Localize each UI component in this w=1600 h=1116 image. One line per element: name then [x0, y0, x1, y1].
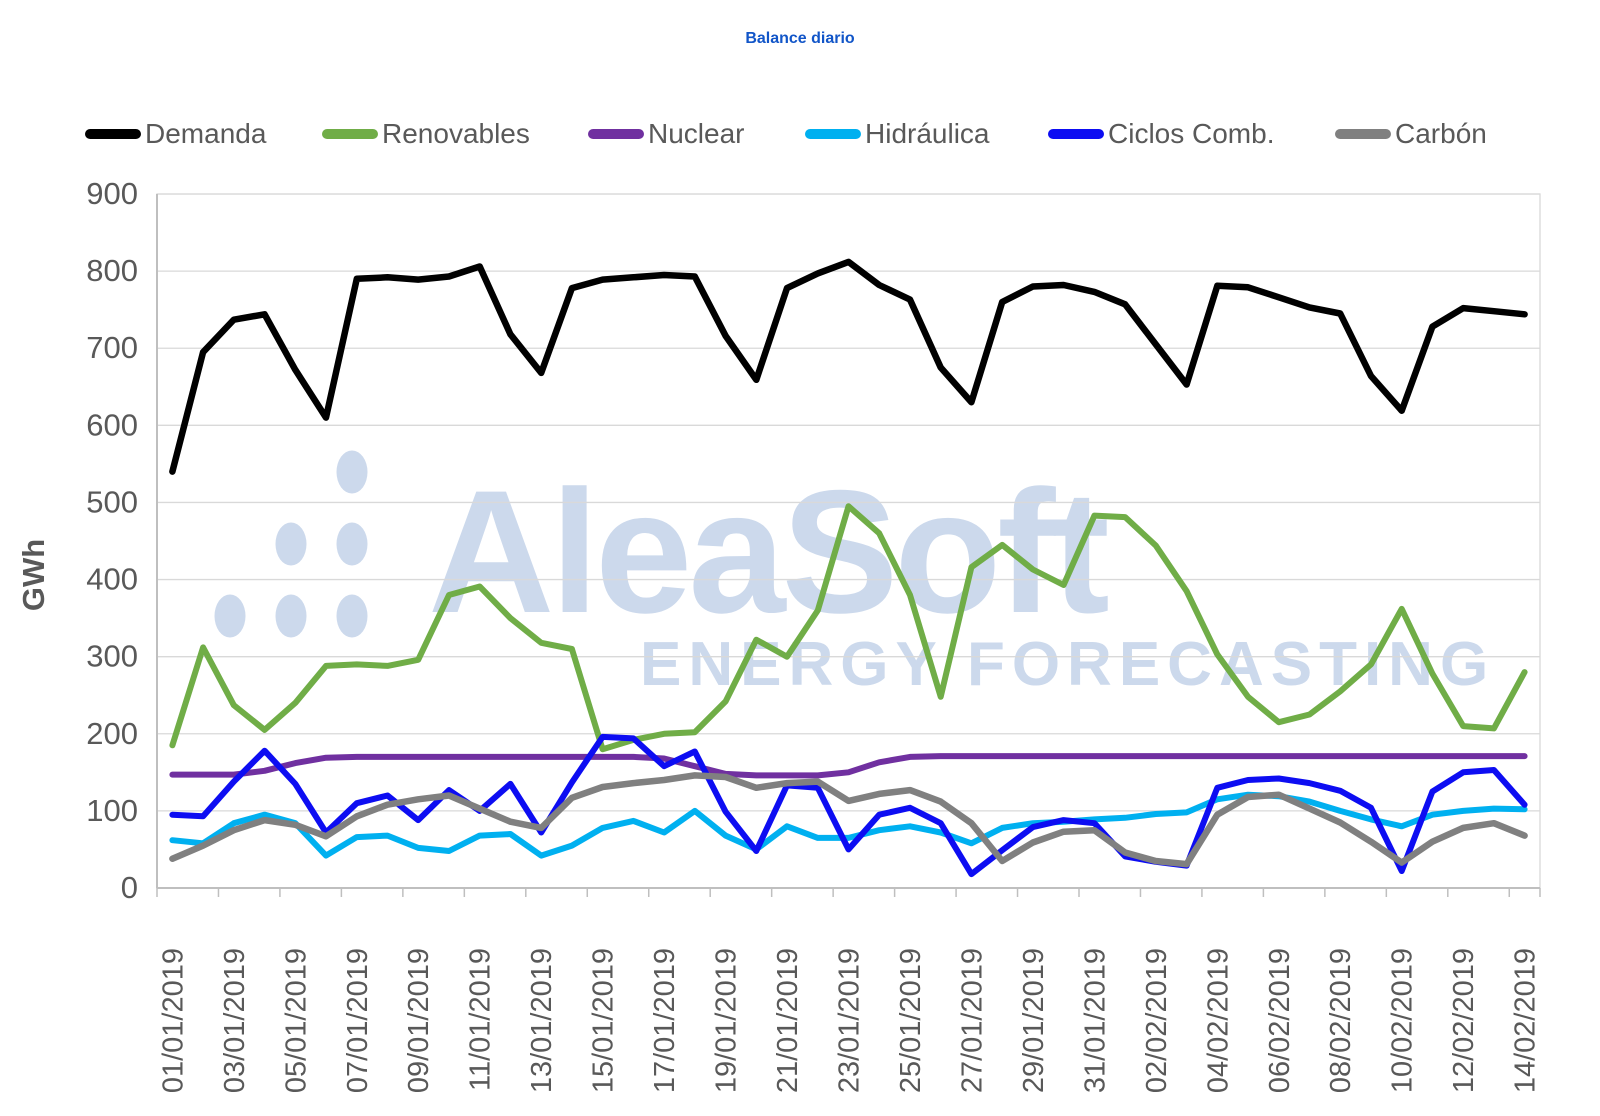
- series-carb-n-line: [169, 772, 1528, 868]
- series-demanda-line: [169, 258, 1528, 475]
- x-axis-tick-label: 23/01/2019: [834, 948, 866, 1093]
- y-axis-tick-label: 900: [86, 176, 138, 211]
- x-axis-tick-label: 11/01/2019: [465, 948, 497, 1091]
- aleasoft-logo-dots-icon: [214, 450, 368, 638]
- axes: [156, 193, 1541, 897]
- logo-dot: [336, 594, 368, 638]
- watermark: AleaSoft ENERGY FORECASTING: [214, 450, 1488, 699]
- y-axis-tick-label: 500: [86, 484, 138, 519]
- x-axis-tick-label: 19/01/2019: [711, 948, 743, 1093]
- y-axis-tick-label: 200: [86, 716, 138, 751]
- logo-dot: [214, 594, 246, 638]
- logo-dot: [336, 522, 368, 566]
- y-axis-tick-label: 0: [121, 870, 138, 905]
- logo-dot: [336, 450, 368, 494]
- y-axis-tick-label: 800: [86, 253, 138, 288]
- legend-label: Nuclear: [648, 118, 745, 149]
- legend-item-renovables: Renovables: [322, 117, 530, 151]
- gridlines: [157, 193, 1540, 812]
- x-axis-tick-label: 29/01/2019: [1018, 948, 1050, 1093]
- y-axis-tick-label: 600: [86, 407, 138, 442]
- watermark-brand: AleaSoft: [428, 455, 1109, 650]
- demanda-legend-marker: [85, 129, 141, 139]
- legend-item-ciclos-comb: Ciclos Comb.: [1048, 117, 1274, 151]
- series-hidr-ulica-line: [169, 791, 1528, 859]
- x-axis-tick-label: 07/01/2019: [342, 948, 374, 1093]
- hidraulica-legend-marker: [805, 129, 861, 139]
- x-axis-tick-label: 10/02/2019: [1387, 948, 1419, 1093]
- y-axis-tick-label: 400: [86, 562, 138, 597]
- x-axis-tick-label: 17/01/2019: [649, 948, 681, 1093]
- x-axis-tick-label: 27/01/2019: [956, 948, 988, 1093]
- chart-title: Balance diario: [745, 30, 855, 47]
- legend-label: Ciclos Comb.: [1108, 118, 1275, 149]
- x-axis-tick-label: 21/01/2019: [772, 948, 804, 1093]
- x-axis-tick-label: 06/02/2019: [1264, 948, 1296, 1093]
- x-axis-tick-label: 02/02/2019: [1141, 948, 1173, 1093]
- y-axis-tick-label: 700: [86, 330, 138, 365]
- legend-item-nuclear: Nuclear: [588, 117, 744, 151]
- legend-item-hidraulica: Hidráulica: [805, 117, 990, 151]
- x-axis-tick-label: 03/01/2019: [219, 948, 251, 1093]
- x-axis-tick-label: 09/01/2019: [403, 948, 435, 1093]
- x-axis-tick-label: 31/01/2019: [1079, 948, 1111, 1093]
- carbon-legend-marker: [1335, 129, 1391, 139]
- nuclear-legend-marker: [588, 129, 644, 139]
- x-axis-tick-label: 15/01/2019: [588, 948, 620, 1093]
- x-axis-tick-label: 04/02/2019: [1202, 948, 1234, 1093]
- x-axis-tick-label: 08/02/2019: [1325, 948, 1357, 1093]
- renovables-legend-marker: [322, 129, 378, 139]
- x-axis-tick-label: 13/01/2019: [526, 948, 558, 1093]
- series-nuclear-line: [169, 753, 1528, 779]
- ciclos-comb-legend-marker: [1048, 129, 1104, 139]
- x-axis-tick-label: 25/01/2019: [895, 948, 927, 1093]
- y-axis-tick-label: 300: [86, 639, 138, 674]
- x-axis-tick-label: 01/01/2019: [157, 948, 189, 1093]
- legend-label: Carbón: [1395, 118, 1487, 149]
- legend-label: Hidráulica: [865, 118, 990, 149]
- x-axis-tick-label: 12/02/2019: [1448, 948, 1480, 1093]
- y-axis-title: GWh: [16, 539, 51, 611]
- legend-item-demanda: Demanda: [85, 117, 266, 151]
- x-axis-tick-label: 05/01/2019: [280, 948, 312, 1093]
- series-renovables-line: [169, 503, 1528, 753]
- axis-labels: 0 100 200 300 400 500 600 700 800 900 01/01/2019 03…: [86, 176, 1541, 1093]
- x-axis-tick-label: 14/02/2019: [1510, 948, 1542, 1093]
- logo-dot: [275, 594, 307, 638]
- y-axis-tick-label: 100: [86, 793, 138, 828]
- logo-dot: [275, 522, 307, 566]
- series-lines: [169, 258, 1528, 878]
- legend-label: Demanda: [145, 118, 267, 149]
- legend-item-carbon: Carbón: [1335, 117, 1487, 151]
- legend-label: Renovables: [382, 118, 530, 149]
